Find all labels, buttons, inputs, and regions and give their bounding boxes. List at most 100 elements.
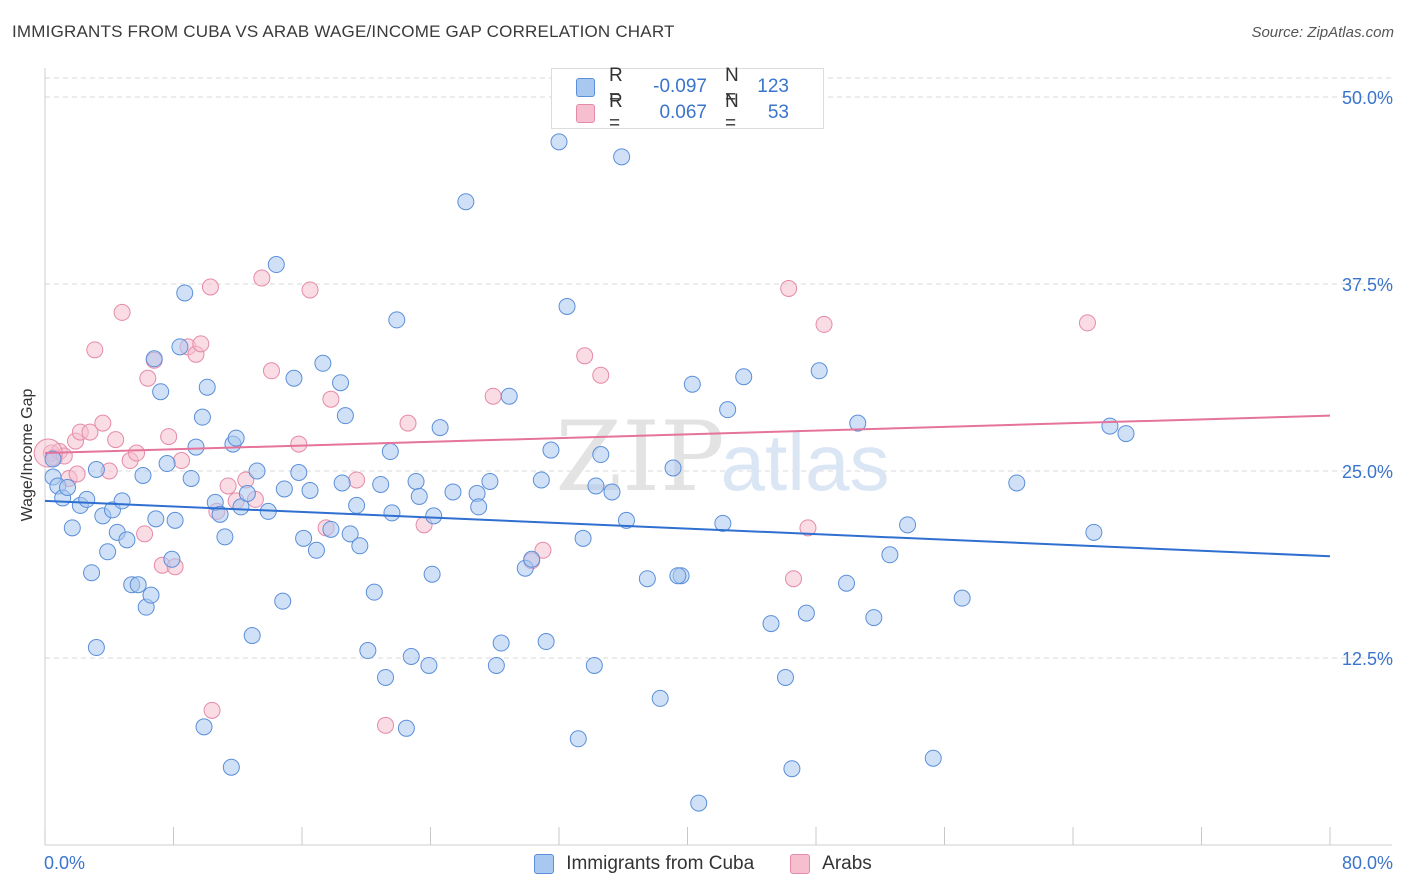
- cuba-point: [351, 537, 369, 555]
- cuba-point: [574, 529, 592, 547]
- r-value: -0.097: [653, 76, 707, 97]
- n-label: N =: [725, 65, 739, 108]
- arab-point: [113, 303, 131, 321]
- cuba-point: [248, 462, 266, 480]
- cuba-point: [444, 483, 462, 501]
- cuba-point: [58, 478, 76, 496]
- chart-title: IMMIGRANTS FROM CUBA VS ARAB WAGE/INCOME…: [12, 22, 675, 41]
- y-tick-label: 50.0%: [1342, 88, 1393, 108]
- arabs-trend-line: [44, 414, 1331, 455]
- cuba-point: [216, 528, 234, 546]
- cuba-point: [182, 469, 200, 487]
- cuba-point: [425, 507, 443, 525]
- cuba-point: [423, 565, 441, 583]
- cuba-points: [44, 133, 1135, 812]
- cuba-point: [537, 633, 555, 651]
- arab-point: [94, 414, 112, 432]
- cuba-point: [592, 446, 610, 464]
- cuba-point: [690, 794, 708, 812]
- n-label: N =: [725, 91, 739, 134]
- arab-point: [322, 390, 340, 408]
- cuba-point: [420, 656, 438, 674]
- cuba-point: [381, 443, 399, 461]
- x-tick-label: 0.0%: [44, 853, 85, 873]
- cuba-point: [83, 564, 101, 582]
- arab-point: [192, 335, 210, 353]
- cuba-point: [275, 480, 293, 498]
- arab-point: [534, 541, 552, 559]
- arab-point: [290, 435, 308, 453]
- cuba-trend-line: [44, 499, 1331, 558]
- n-value: 123: [757, 76, 789, 97]
- arab-point: [815, 315, 833, 333]
- legend-label-cuba: Immigrants from Cuba: [566, 853, 755, 874]
- arab-point: [128, 444, 146, 462]
- arab-point: [785, 570, 803, 588]
- cuba-point: [87, 461, 105, 479]
- cuba-point: [290, 463, 308, 481]
- arab-point: [253, 269, 271, 287]
- arab-point: [219, 477, 237, 495]
- cuba-point: [301, 481, 319, 499]
- cuba-point: [542, 441, 560, 459]
- cuba-point: [783, 760, 801, 778]
- cuba-swatch: [534, 854, 555, 874]
- cuba-point: [651, 689, 669, 707]
- legend-label-arabs: Arabs: [822, 853, 872, 874]
- arab-point: [377, 716, 395, 734]
- cuba-point: [129, 576, 147, 594]
- cuba-point: [176, 284, 194, 302]
- cuba-point: [1101, 417, 1119, 435]
- cuba-point: [587, 477, 605, 495]
- arab-point: [203, 701, 221, 719]
- tick-labels: 12.5% 25.0% 37.5% 50.0% 0.0% 80.0%: [44, 88, 1393, 873]
- cuba-point: [145, 350, 163, 368]
- cuba-point: [735, 368, 753, 386]
- legend-item-cuba[interactable]: Immigrants from Cuba: [534, 853, 754, 875]
- arab-point: [1078, 314, 1096, 332]
- cuba-point: [166, 511, 184, 529]
- cuba-point: [762, 615, 780, 633]
- cuba-point: [238, 484, 256, 502]
- cuba-point: [719, 401, 737, 419]
- cuba-point: [638, 570, 656, 588]
- cuba-point: [142, 586, 160, 604]
- r-label: R =: [609, 91, 623, 134]
- arab-point: [173, 452, 191, 470]
- cuba-point: [322, 520, 340, 538]
- arab-point: [262, 362, 280, 380]
- cuba-point: [603, 483, 621, 501]
- cuba-point: [295, 529, 313, 547]
- cuba-point: [397, 719, 415, 737]
- cuba-point: [881, 546, 899, 564]
- arab-point: [201, 278, 219, 296]
- cuba-point: [388, 311, 406, 329]
- cuba-point: [63, 519, 81, 537]
- cuba-point: [118, 531, 136, 549]
- arab-point: [780, 279, 798, 297]
- arab-point: [576, 347, 594, 365]
- cuba-swatch: [576, 77, 595, 97]
- arab-point: [592, 366, 610, 384]
- cuba-point: [198, 378, 216, 396]
- cuba-point: [332, 374, 350, 392]
- cuba-point: [152, 383, 170, 401]
- cuba-point: [336, 407, 354, 425]
- n-value: 53: [767, 102, 789, 123]
- cuba-point: [113, 492, 131, 510]
- cuba-point: [1117, 425, 1135, 443]
- y-tick-label: 37.5%: [1342, 275, 1393, 295]
- cuba-point: [348, 496, 366, 514]
- arab-point: [348, 471, 366, 489]
- arab-point: [399, 414, 417, 432]
- cuba-point: [924, 749, 942, 767]
- cuba-point: [222, 758, 240, 776]
- legend-item-arabs[interactable]: Arabs: [790, 853, 872, 875]
- arab-point: [81, 423, 99, 441]
- cuba-point: [274, 592, 292, 610]
- grid-lines: [45, 77, 1392, 659]
- cuba-point: [683, 375, 701, 393]
- cuba-point: [1008, 474, 1026, 492]
- arab-point: [799, 519, 817, 537]
- cuba-point: [776, 668, 794, 686]
